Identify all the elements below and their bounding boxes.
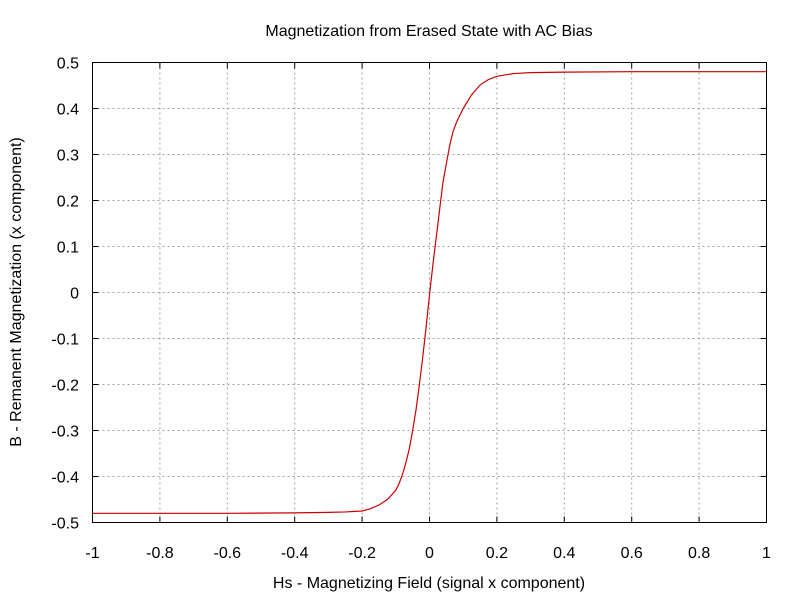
x-tick-label: -0.6 [214, 545, 242, 562]
chart-title: Magnetization from Erased State with AC … [265, 23, 592, 40]
y-tick-label: 0.2 [57, 194, 79, 211]
y-tick-label: 0 [70, 286, 79, 303]
x-tick-label: 0.2 [486, 545, 508, 562]
series-line [92, 71, 767, 514]
x-tick-label: -0.4 [281, 545, 309, 562]
grid [92, 62, 767, 523]
x-tick-label: -1 [85, 545, 99, 562]
x-tick-label: 0.4 [553, 545, 575, 562]
y-tick-label: 0.3 [57, 148, 79, 165]
y-tick-label: -0.4 [51, 470, 79, 487]
y-tick-label: -0.5 [51, 516, 79, 533]
y-tick-labels: -0.5 -0.4 -0.3 -0.2 -0.1 0 0.1 0.2 0.3 0.4 0.5 [51, 56, 79, 533]
x-tick-label: -0.8 [146, 545, 174, 562]
y-tick-label: -0.1 [51, 332, 79, 349]
y-tick-label: 0.5 [57, 56, 79, 73]
x-axis-label: Hs - Magnetizing Field (signal x compone… [273, 575, 585, 592]
y-tick-label: -0.3 [51, 424, 79, 441]
y-tick-label: 0.4 [57, 102, 79, 119]
x-tick-label: 0.8 [688, 545, 710, 562]
y-tick-label: 0.1 [57, 240, 79, 257]
series-group [92, 71, 767, 514]
x-tick-label: 0.6 [621, 545, 643, 562]
x-tick-labels: -1 -0.8 -0.6 -0.4 -0.2 0 0.2 0.4 0.6 0.8 1 [85, 545, 771, 562]
y-tick-label: -0.2 [51, 378, 79, 395]
tick-marks [92, 62, 767, 523]
y-axis-label: B - Remanent Magnetization (x component) [8, 137, 25, 446]
x-tick-label: 1 [762, 545, 771, 562]
x-tick-label: -0.2 [348, 545, 376, 562]
x-tick-label: 0 [425, 545, 434, 562]
